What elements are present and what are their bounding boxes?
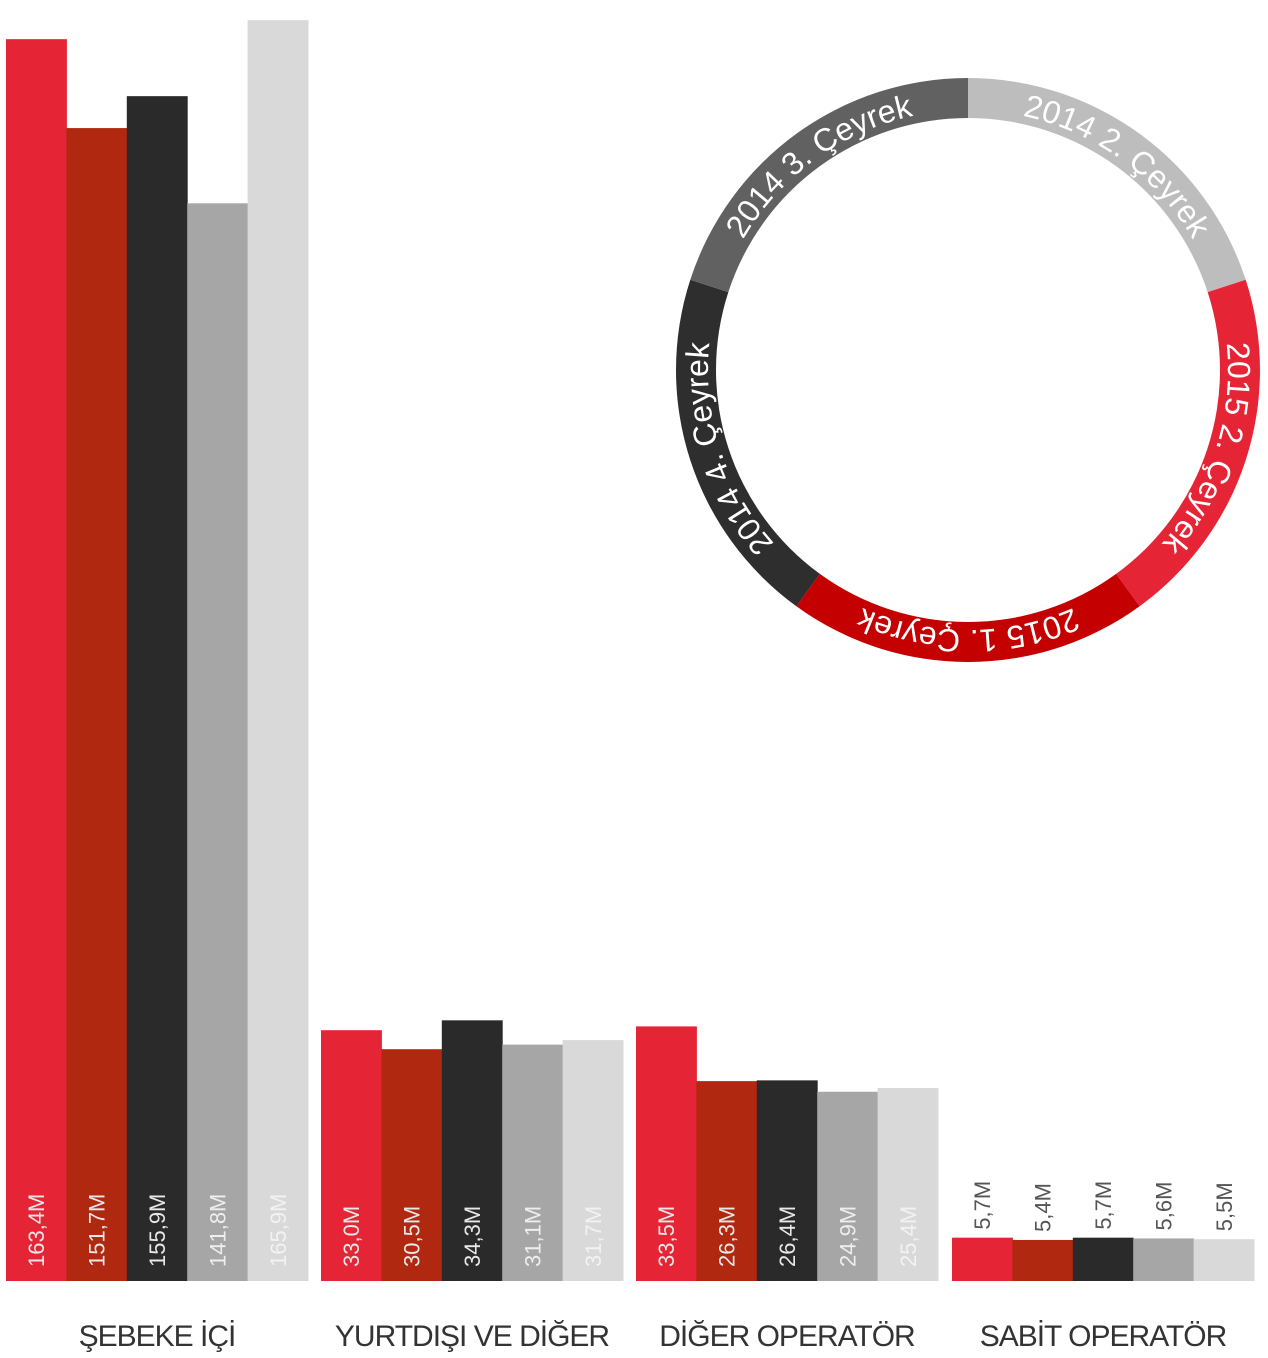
bar-value-label: 5,7M: [970, 1181, 995, 1230]
bar-value-label: 5,5M: [1212, 1182, 1237, 1231]
bar-2-3: [817, 1091, 879, 1281]
bar-0-2: [126, 96, 188, 1281]
bar-value-label: 26,3M: [715, 1206, 740, 1267]
bar-1-1: [381, 1049, 443, 1281]
ring-slice: [1116, 279, 1260, 607]
bar-1-2: [441, 1020, 503, 1281]
bar-1-4: [562, 1040, 624, 1281]
bar-value-label: 33,5M: [654, 1206, 679, 1267]
bar-2-0: [636, 1026, 697, 1281]
bar-2-4: [877, 1087, 939, 1281]
bar-1-0: [321, 1030, 382, 1281]
bar-0-4: [247, 20, 309, 1281]
bar-1-3: [502, 1044, 564, 1281]
bar-value-label: 25,4M: [896, 1206, 921, 1267]
bar-value-label: 141,8M: [205, 1194, 230, 1267]
bar-value-label: 163,4M: [24, 1194, 49, 1267]
bar-value-label: 151,7M: [85, 1194, 110, 1267]
ring-slice: [968, 78, 1246, 293]
bar-0-1: [66, 128, 128, 1282]
bar-value-label: 31,7M: [581, 1206, 606, 1267]
bar-value-label: 155,9M: [145, 1194, 170, 1267]
category-label: SABİT OPERATÖR: [980, 1320, 1227, 1353]
bar-3-1: [1012, 1239, 1074, 1281]
bar-value-label: 24,9M: [835, 1206, 860, 1267]
bar-value-label: 31,1M: [520, 1206, 545, 1267]
bar-0-3: [187, 203, 249, 1281]
ring-slice: [690, 78, 968, 293]
bar-value-labels: 163,4M 151,7M 155,9M 141,8M 165,9M 33,0M 30,5M…: [24, 1181, 1237, 1267]
category-label: YURTDIŞI VE DİĞER: [335, 1320, 610, 1353]
category-label: ŞEBEKE İÇİ: [79, 1320, 236, 1353]
category-labels: ŞEBEKE İÇİ YURTDIŞI VE DİĞER DİĞER OPERATÖ…: [79, 1320, 1228, 1353]
bar-3-0: [952, 1237, 1013, 1281]
ring-slice: [796, 573, 1140, 663]
ring-slice-label: 2014 3. Çeyrek: [718, 87, 916, 243]
bar-value-label: 26,4M: [775, 1206, 800, 1267]
bar-value-label: 34,3M: [460, 1206, 485, 1267]
bar-0-0: [6, 39, 67, 1281]
bar-value-label: 30,5M: [400, 1206, 425, 1267]
bar-value-label: 165,9M: [266, 1194, 291, 1267]
bar-value-label: 5,6M: [1151, 1182, 1176, 1231]
ring-slice-label: 2014 2. Çeyrek: [1021, 87, 1218, 244]
ring-slice: [675, 279, 820, 607]
bar-3-3: [1133, 1238, 1195, 1281]
bar-3-4: [1193, 1239, 1255, 1281]
bar-2-1: [696, 1081, 758, 1281]
bar-3-2: [1072, 1237, 1134, 1281]
category-label: DİĞER OPERATÖR: [659, 1320, 915, 1353]
bar-value-label: 5,4M: [1031, 1183, 1056, 1232]
bars-layer: [6, 20, 1255, 1282]
bar-2-2: [756, 1080, 818, 1281]
bar-value-label: 33,0M: [339, 1206, 364, 1267]
bar-value-label: 5,7M: [1091, 1181, 1116, 1230]
